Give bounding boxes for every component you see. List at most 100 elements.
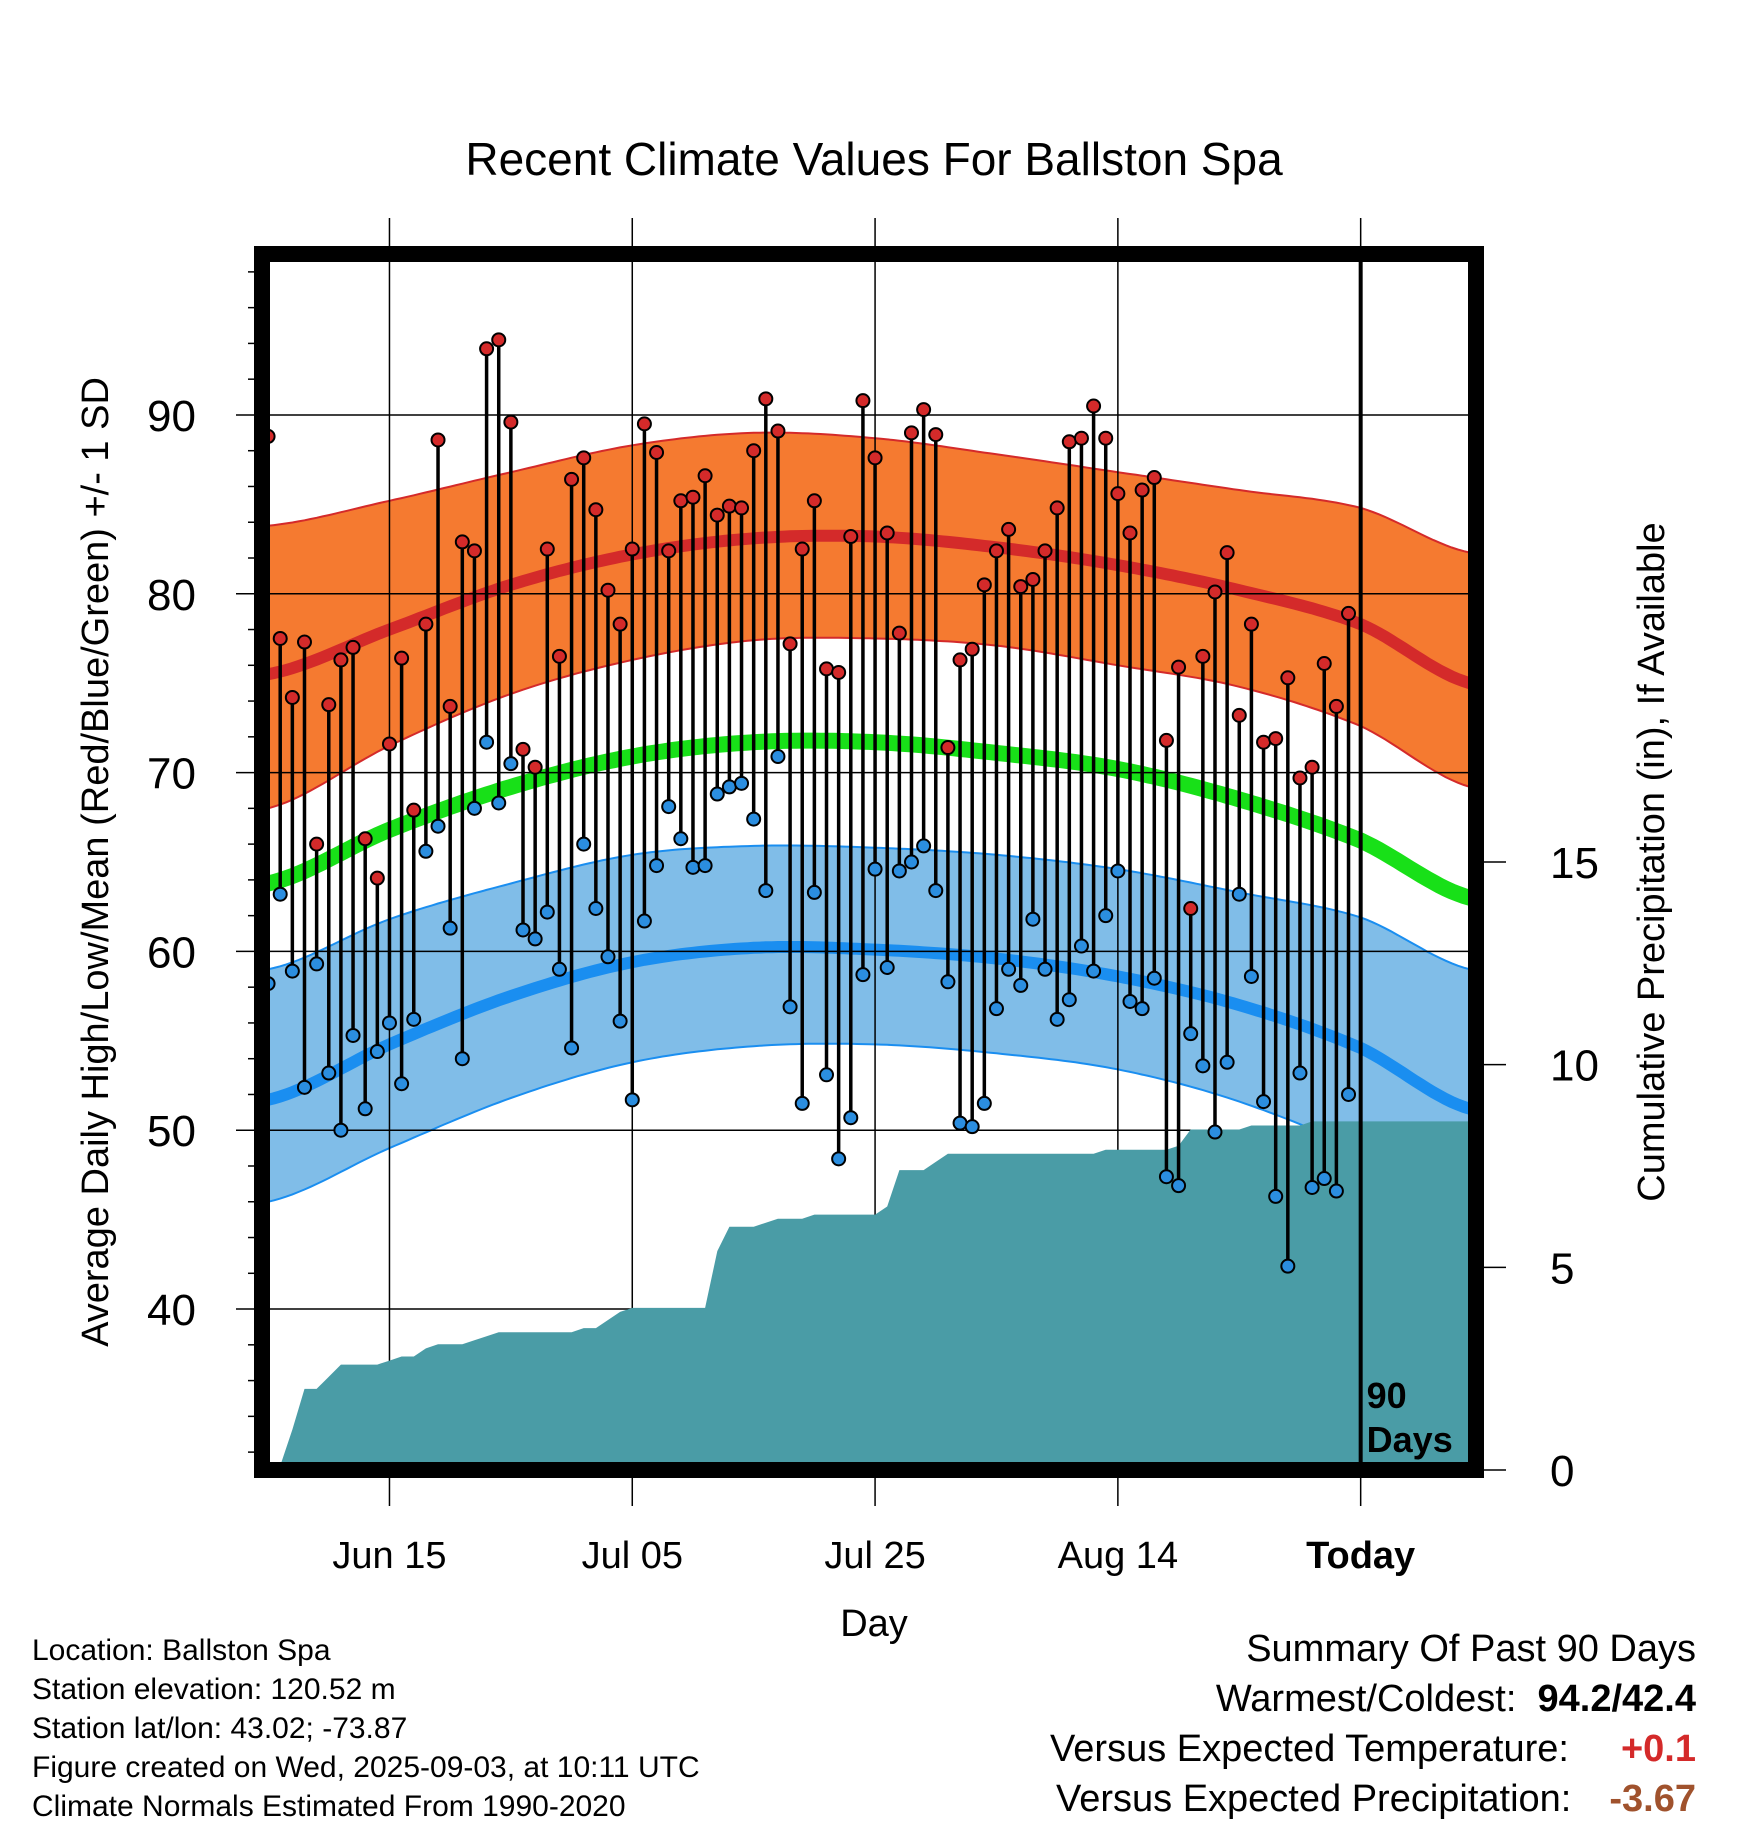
high-point (758, 391, 774, 407)
high-point (1292, 770, 1308, 786)
low-point (406, 1011, 422, 1027)
high-sd-lower-edge (262, 636, 1476, 810)
data-layer (262, 332, 1476, 1470)
x-tick-label: Jul 25 (824, 1535, 925, 1577)
high-point (964, 641, 980, 657)
low-point (1243, 968, 1259, 984)
low-point (770, 748, 786, 764)
low-point (564, 1040, 580, 1056)
high-point (381, 736, 397, 752)
low-point (1049, 1011, 1065, 1027)
high-point (891, 625, 907, 641)
y-tick-label: 90 (147, 392, 196, 441)
low-point (1073, 938, 1089, 954)
high-point (430, 432, 446, 448)
low-point (855, 967, 871, 983)
high-point (855, 393, 871, 409)
y-tick-label: 80 (147, 571, 196, 620)
temp-value: +0.1 (1620, 1728, 1696, 1770)
low-point (685, 859, 701, 875)
high-point (576, 450, 592, 466)
low-point (867, 861, 883, 877)
chart-title: Recent Climate Values For Ballston Spa (465, 133, 1283, 185)
low-point (479, 734, 495, 750)
high-point (685, 489, 701, 505)
warmest-label: Warmest/Coldest: (1215, 1678, 1517, 1720)
low-point (697, 858, 713, 874)
x-tick-label: Today (1306, 1535, 1415, 1577)
high-point (831, 664, 847, 680)
low-point (418, 843, 434, 859)
low-point (1268, 1188, 1284, 1204)
normals-text: Climate Normals Estimated From 1990-2020 (32, 1790, 626, 1823)
high-point (309, 836, 325, 852)
high-point (636, 416, 652, 432)
high-point (952, 652, 968, 668)
y2-axis-title: Cumulative Precipitation (in), If Availa… (1631, 522, 1673, 1201)
high-point (1304, 759, 1320, 775)
low-point (1158, 1169, 1174, 1185)
low-point (758, 883, 774, 899)
low-point (345, 1027, 361, 1043)
y2-tick-label: 5 (1550, 1244, 1574, 1293)
high-point (940, 740, 956, 756)
low-point (879, 960, 895, 976)
high-point (454, 534, 470, 550)
latlon-text: Station lat/lon: 43.02; -73.87 (32, 1712, 408, 1745)
high-point (345, 639, 361, 655)
y-axis-title: Average Daily High/Low/Mean (Red/Blue/Gr… (75, 377, 117, 1347)
low-sd-lower-edge (262, 1042, 1476, 1225)
high-point (1098, 430, 1114, 446)
high-point (564, 471, 580, 487)
low-point (819, 1067, 835, 1083)
low-point (1207, 1124, 1223, 1140)
high-point (1122, 525, 1138, 541)
low-point (1328, 1183, 1344, 1199)
low-point (1134, 1001, 1150, 1017)
low-point (988, 1001, 1004, 1017)
low-point (636, 913, 652, 929)
high-point (1025, 571, 1041, 587)
high-point (928, 427, 944, 443)
low-point (1098, 908, 1114, 924)
low-point (746, 811, 762, 827)
low-point (1183, 1026, 1199, 1042)
high-point (1183, 900, 1199, 916)
high-point (782, 636, 798, 652)
low-point (1316, 1171, 1332, 1187)
high-point (406, 802, 422, 818)
high-point (709, 507, 725, 523)
low-point (1219, 1054, 1235, 1070)
low-sd-upper-edge (262, 844, 1476, 971)
high-point (916, 402, 932, 418)
low-point (515, 922, 531, 938)
high-point (539, 541, 555, 557)
low-point (1013, 977, 1029, 993)
low-point (721, 779, 737, 795)
summary-warmest-row: Warmest/Coldest: 94.2/42.4 (1216, 1678, 1696, 1721)
low-point (1001, 961, 1017, 977)
high-sd-band (262, 432, 1476, 809)
low-point (296, 1079, 312, 1095)
high-point (661, 543, 677, 559)
high-point (357, 831, 373, 847)
low-point (940, 974, 956, 990)
x-axis-title: Day (840, 1603, 908, 1645)
high-point (1316, 656, 1332, 672)
low-point (551, 961, 567, 977)
high-point (903, 425, 919, 441)
y2-tick-label: 10 (1550, 1042, 1599, 1091)
high-point (369, 870, 385, 886)
low-point (1171, 1178, 1187, 1194)
high-point (721, 498, 737, 514)
temp-label: Versus Expected Temperature: (1050, 1728, 1569, 1770)
today-days-label-1: 90 (1367, 1375, 1407, 1416)
high-point (649, 444, 665, 460)
location-text: Location: Ballston Spa (32, 1634, 331, 1667)
low-point (831, 1151, 847, 1167)
high-point (588, 502, 604, 518)
low-point (1122, 993, 1138, 1009)
normal-high-line (262, 529, 1476, 690)
low-point (1280, 1258, 1296, 1274)
high-point (673, 493, 689, 509)
